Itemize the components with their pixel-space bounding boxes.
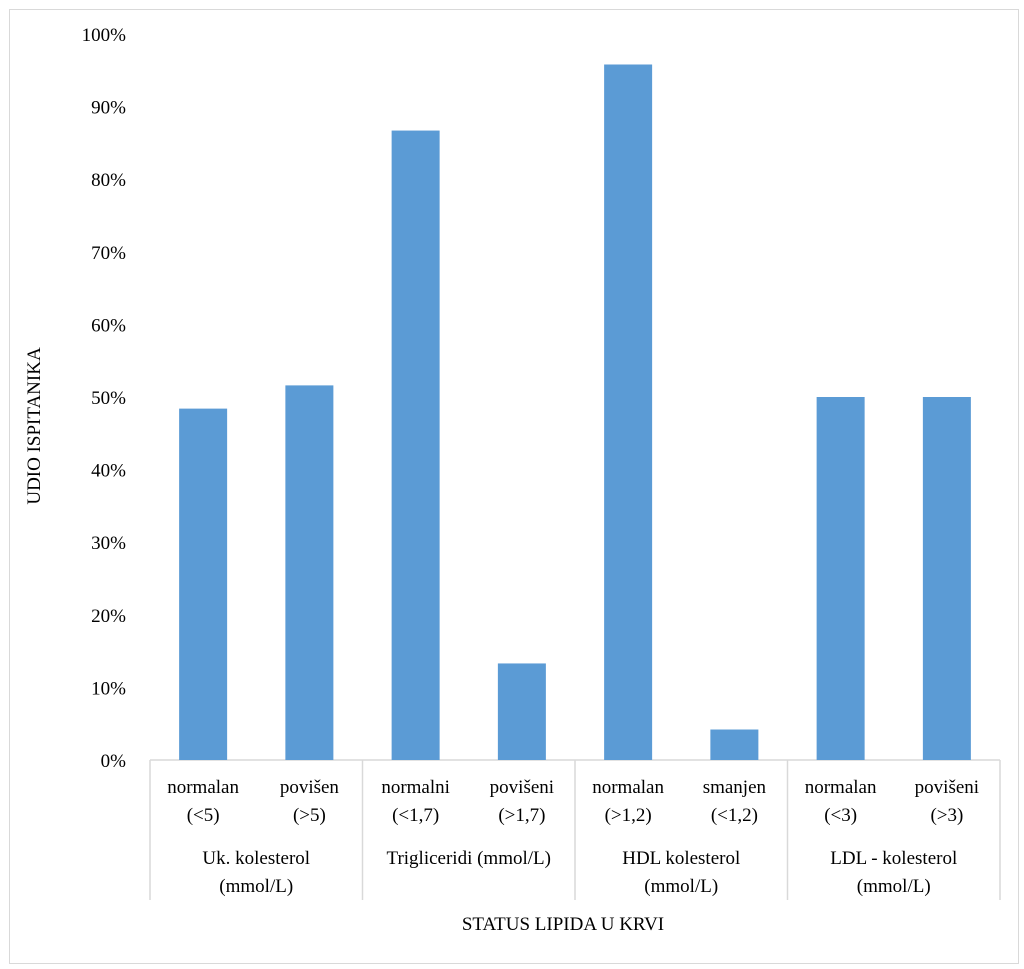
x-axis-title: STATUS LIPIDA U KRVI <box>462 914 664 935</box>
category-label: (<1,2) <box>711 805 758 826</box>
group-label: Uk. kolesterol <box>202 848 310 869</box>
category-label: (>3) <box>930 805 963 826</box>
bars <box>179 64 971 761</box>
group-label: (mmol/L) <box>219 876 293 897</box>
category-label: (>1,7) <box>498 805 545 826</box>
y-tick-label: 100% <box>82 25 127 46</box>
category-label: (<5) <box>187 805 220 826</box>
category-label: smanjen <box>703 777 767 798</box>
y-tick-label: 80% <box>91 170 126 191</box>
bar <box>497 663 546 760</box>
group-label: HDL kolesterol <box>622 848 740 869</box>
category-label: povišeni <box>915 777 979 798</box>
bar <box>922 397 971 760</box>
y-tick-label: 70% <box>91 243 126 264</box>
y-tick-label: 0% <box>101 751 127 772</box>
bar <box>710 729 759 760</box>
category-label: povišen <box>280 777 340 798</box>
group-label: (mmol/L) <box>857 876 931 897</box>
group-label: Trigliceridi (mmol/L) <box>387 848 551 869</box>
y-tick-label: 30% <box>91 533 126 554</box>
group-labels: Uk. kolesterol (mmol/L) Trigliceridi (mmol… <box>202 848 957 897</box>
category-label: (>5) <box>293 805 326 826</box>
y-tick-label: 90% <box>91 98 126 119</box>
category-label: normalan <box>167 777 239 798</box>
bar <box>391 130 440 761</box>
y-tick-label: 40% <box>91 461 126 482</box>
y-tick-label: 20% <box>91 606 126 627</box>
category-label: povišeni <box>490 777 554 798</box>
y-tick-label: 50% <box>91 388 126 409</box>
y-axis-ticks: 0% 10% 20% 30% 40% 50% 60% 70% 80% 90% 100% <box>82 25 127 772</box>
category-label: normalan <box>592 777 664 798</box>
bar <box>285 385 334 760</box>
category-label: (<1,7) <box>392 805 439 826</box>
category-label: (>1,2) <box>605 805 652 826</box>
category-labels: normalan (<5) povišen (>5) normalni (<1,7) pov… <box>167 777 979 826</box>
category-label: normalni <box>381 777 450 798</box>
bar <box>179 408 228 760</box>
y-tick-label: 60% <box>91 315 126 336</box>
y-axis-title: UDIO ISPITANIKA <box>24 347 45 505</box>
group-label: LDL - kolesterol <box>830 848 957 869</box>
group-label: (mmol/L) <box>644 876 718 897</box>
category-label: normalan <box>805 777 877 798</box>
y-tick-label: 10% <box>91 678 126 699</box>
bar <box>816 397 865 760</box>
category-label: (<3) <box>824 805 857 826</box>
bar <box>604 64 653 760</box>
